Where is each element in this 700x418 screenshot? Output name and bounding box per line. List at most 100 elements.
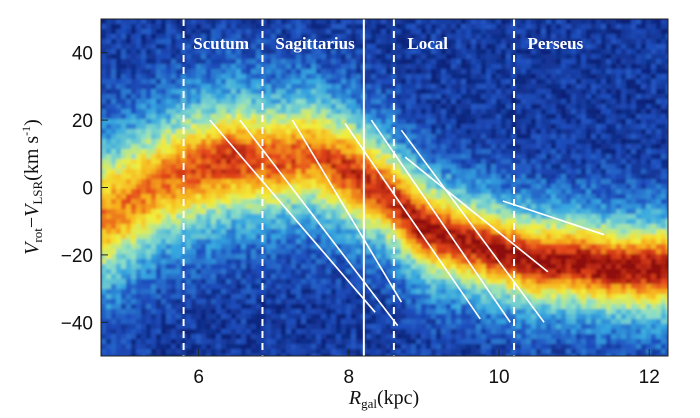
heatmap-cell: [166, 49, 172, 55]
heatmap-cell: [171, 219, 177, 225]
heatmap-cell: [306, 29, 312, 35]
heatmap-cell: [191, 144, 197, 150]
heatmap-cell: [366, 139, 372, 145]
heatmap-cell: [166, 99, 172, 105]
heatmap-cell: [101, 69, 107, 75]
heatmap-cell: [301, 29, 307, 35]
heatmap-cell: [121, 319, 127, 325]
heatmap-cell: [151, 249, 157, 255]
heatmap-cell: [216, 334, 222, 340]
heatmap-cell: [341, 334, 347, 340]
heatmap-cell: [461, 99, 467, 105]
heatmap-cell: [331, 54, 337, 60]
heatmap-cell: [226, 234, 232, 240]
heatmap-cell: [146, 269, 152, 275]
heatmap-cell: [386, 139, 392, 145]
heatmap-cell: [116, 144, 122, 150]
heatmap-cell: [296, 324, 302, 330]
heatmap-cell: [396, 319, 402, 325]
heatmap-cell: [371, 224, 377, 230]
heatmap-cell: [286, 109, 292, 115]
heatmap-cell: [156, 284, 162, 290]
heatmap-cell: [336, 354, 342, 356]
heatmap-cell: [376, 329, 382, 335]
heatmap-cell: [251, 79, 257, 85]
heatmap-cell: [381, 224, 387, 230]
heatmap-cell: [121, 309, 127, 315]
heatmap-cell: [226, 239, 232, 245]
heatmap-cell: [176, 94, 182, 100]
heatmap-cell: [396, 69, 402, 75]
heatmap-cell: [251, 209, 257, 215]
heatmap-cell: [211, 169, 217, 175]
heatmap-cell: [171, 174, 177, 180]
heatmap-cell: [201, 339, 207, 345]
heatmap-cell: [286, 89, 292, 95]
heatmap-cell: [386, 214, 392, 220]
heatmap-cell: [301, 119, 307, 125]
heatmap-cell: [241, 284, 247, 290]
heatmap-cell: [146, 69, 152, 75]
heatmap-cell: [351, 314, 357, 320]
heatmap-cell: [126, 84, 132, 90]
heatmap-cell: [331, 254, 337, 260]
heatmap-cell: [201, 344, 207, 350]
heatmap-cell: [161, 24, 167, 30]
heatmap-cell: [176, 229, 182, 235]
heatmap-cell: [221, 204, 227, 210]
heatmap-cell: [236, 174, 242, 180]
heatmap-cell: [106, 289, 112, 295]
heatmap-cell: [326, 29, 332, 35]
heatmap-cell: [121, 329, 127, 335]
heatmap-cell: [241, 59, 247, 65]
heatmap-cell: [176, 29, 182, 35]
heatmap-cell: [446, 69, 452, 75]
heatmap-cell: [291, 229, 297, 235]
heatmap-cell: [291, 289, 297, 295]
heatmap-cell: [261, 54, 267, 60]
heatmap-cell: [271, 104, 277, 110]
heatmap-cell: [321, 114, 327, 120]
heatmap-cell: [336, 324, 342, 330]
heatmap-cell: [386, 179, 392, 185]
heatmap-cell: [386, 354, 392, 356]
heatmap-cell: [376, 254, 382, 260]
heatmap-cell: [346, 344, 352, 350]
heatmap-cell: [166, 309, 172, 315]
heatmap-cell: [351, 299, 357, 305]
heatmap-cell: [376, 69, 382, 75]
heatmap-cell: [136, 284, 142, 290]
heatmap-cell: [221, 264, 227, 270]
heatmap-cell: [161, 304, 167, 310]
heatmap-cell: [136, 294, 142, 300]
heatmap-cell: [376, 214, 382, 220]
heatmap-cell: [276, 319, 282, 325]
heatmap-cell: [431, 129, 437, 135]
heatmap-cell: [146, 109, 152, 115]
heatmap-cell: [461, 269, 467, 275]
heatmap-cell: [331, 114, 337, 120]
heatmap-cell: [161, 284, 167, 290]
heatmap-cell: [106, 234, 112, 240]
heatmap-cell: [356, 69, 362, 75]
heatmap-cell: [166, 134, 172, 140]
heatmap-cell: [106, 44, 112, 50]
heatmap-cell: [376, 114, 382, 120]
heatmap-cell: [366, 294, 372, 300]
heatmap-cell: [406, 29, 412, 35]
heatmap-cell: [261, 259, 267, 265]
heatmap-cell: [446, 274, 452, 280]
heatmap-cell: [291, 259, 297, 265]
heatmap-cell: [171, 324, 177, 330]
heatmap-cell: [431, 189, 437, 195]
heatmap-cell: [321, 134, 327, 140]
heatmap-cell: [156, 249, 162, 255]
heatmap: [101, 19, 668, 356]
heatmap-cell: [201, 84, 207, 90]
heatmap-cell: [441, 269, 447, 275]
heatmap-cell: [201, 204, 207, 210]
heatmap-cell: [111, 244, 117, 250]
heatmap-cell: [276, 159, 282, 165]
heatmap-cell: [176, 209, 182, 215]
heatmap-cell: [441, 259, 447, 265]
